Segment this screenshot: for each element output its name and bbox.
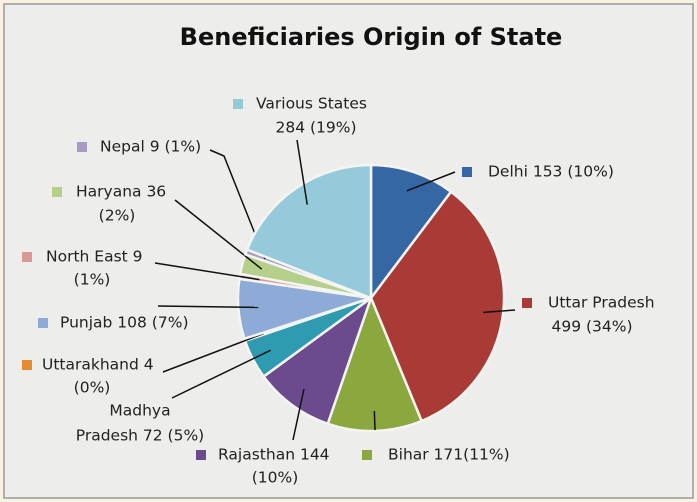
slice-label: Pradesh 72 (5%)	[76, 427, 204, 445]
leader-line	[292, 388, 305, 441]
slice-label: North East 9	[46, 248, 143, 266]
chart-title: Beneficiaries Origin of State	[180, 23, 563, 51]
leader-line	[373, 410, 376, 431]
slice-label: (10%)	[252, 469, 299, 487]
leader-line	[171, 349, 272, 399]
slice-label: Various States	[256, 95, 367, 113]
slice-label: Haryana 36	[76, 183, 166, 201]
legend-swatch	[462, 167, 472, 177]
slice-label: Madhya	[109, 402, 170, 420]
pie-slice	[245, 163, 373, 300]
pie-slice	[369, 163, 453, 302]
slice-label: Uttarakhand 4	[42, 356, 154, 374]
legend-swatch	[77, 142, 87, 152]
slice-label: Bihar 171(11%)	[388, 446, 510, 464]
legend-swatch	[38, 318, 48, 328]
slice-label: Delhi 153 (10%)	[488, 163, 614, 181]
leader-line	[209, 149, 266, 260]
legend-swatch	[233, 99, 243, 109]
slice-label: (0%)	[74, 379, 111, 397]
leader-line	[174, 199, 263, 270]
slice-label: Rajasthan 144	[218, 446, 330, 464]
pie-slice	[369, 190, 506, 423]
leader-line	[296, 139, 308, 205]
slice-label: (1%)	[74, 271, 111, 289]
pie-slice	[261, 294, 374, 426]
leader-line	[162, 332, 264, 373]
leader-line	[154, 262, 260, 281]
legend-swatch	[362, 450, 372, 460]
legend-swatch	[196, 450, 206, 460]
legend-swatch	[52, 187, 62, 197]
slice-label: Uttar Pradesh	[548, 294, 655, 312]
leader-line	[483, 309, 516, 314]
slice-label: Punjab 108 (7%)	[60, 314, 189, 332]
slice-label: 284 (19%)	[275, 119, 356, 137]
pie-slice	[326, 294, 424, 433]
slice-label: Nepal 9 (1%)	[100, 138, 201, 156]
legend-swatch	[22, 360, 32, 370]
slice-label: 499 (34%)	[551, 318, 632, 336]
legend-swatch	[22, 252, 32, 262]
leader-line	[157, 305, 259, 309]
slice-label: (2%)	[99, 207, 136, 225]
legend-swatch	[522, 298, 532, 308]
leader-line	[406, 171, 456, 192]
